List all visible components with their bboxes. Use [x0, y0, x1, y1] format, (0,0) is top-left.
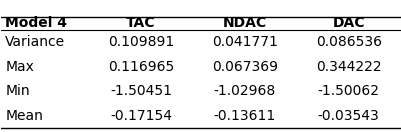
Text: -1.50451: -1.50451 — [110, 84, 172, 98]
Text: 0.116965: 0.116965 — [108, 60, 174, 74]
Text: DAC: DAC — [332, 16, 364, 30]
Text: Model 4: Model 4 — [5, 16, 67, 30]
Text: 0.344222: 0.344222 — [315, 60, 381, 74]
Text: 0.041771: 0.041771 — [211, 35, 277, 49]
Text: -0.03543: -0.03543 — [317, 109, 379, 123]
Text: NDAC: NDAC — [222, 16, 266, 30]
Text: 0.109891: 0.109891 — [108, 35, 174, 49]
Text: -0.13611: -0.13611 — [213, 109, 275, 123]
Text: Mean: Mean — [5, 109, 43, 123]
Text: Variance: Variance — [5, 35, 65, 49]
Text: -0.17154: -0.17154 — [110, 109, 172, 123]
Text: Max: Max — [5, 60, 34, 74]
Text: -1.50062: -1.50062 — [317, 84, 379, 98]
Text: 0.086536: 0.086536 — [315, 35, 381, 49]
Text: -1.02968: -1.02968 — [213, 84, 275, 98]
Text: TAC: TAC — [126, 16, 156, 30]
Text: Min: Min — [5, 84, 30, 98]
Text: 0.067369: 0.067369 — [211, 60, 277, 74]
